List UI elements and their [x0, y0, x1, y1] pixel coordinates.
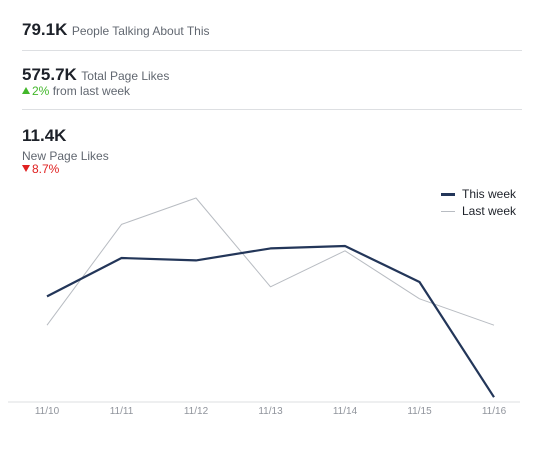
delta-suffix: from last week: [52, 84, 131, 98]
stat-value: 575.7K: [22, 65, 77, 84]
stat-label: New Page Likes: [22, 149, 109, 163]
legend-item-this-week: This week: [441, 186, 516, 202]
stat-people-talking: 79.1K People Talking About This: [22, 0, 522, 50]
arrow-up-icon: [22, 87, 30, 94]
x-tick-label: 11/12: [184, 406, 209, 417]
stat-delta: 2% from last week: [22, 84, 130, 98]
stat-value: 11.4K: [22, 126, 67, 145]
legend-swatch: [441, 192, 455, 196]
chart-legend: This week Last week: [441, 186, 516, 220]
x-tick-label: 11/14: [333, 406, 358, 417]
delta-percent: 8.7%: [32, 162, 60, 176]
series-line-last-week: [46, 197, 495, 326]
delta-percent: 2%: [32, 84, 50, 98]
stat-new-page-likes: 11.4K New Page Likes 8.7%: [22, 109, 522, 180]
stat-label: People Talking About This: [71, 24, 210, 38]
legend-label: Last week: [462, 204, 517, 218]
stat-label: Total Page Likes: [81, 69, 170, 83]
series-line-this-week: [46, 244, 495, 398]
stat-value: 79.1K: [22, 20, 68, 39]
x-tick-label: 11/13: [258, 406, 283, 417]
arrow-down-icon: [22, 165, 30, 172]
x-tick-label: 11/10: [35, 406, 60, 417]
stat-total-page-likes: 575.7K Total Page Likes 2% from last wee…: [22, 50, 522, 109]
x-tick-label: 11/15: [407, 406, 432, 417]
stats-panel: 79.1K People Talking About This 575.7K T…: [22, 0, 522, 180]
legend-item-last-week: Last week: [441, 203, 516, 219]
x-tick-label: 11/16: [482, 406, 507, 417]
legend-label: This week: [462, 187, 517, 201]
stat-delta: 8.7%: [22, 162, 59, 176]
legend-swatch: [441, 210, 455, 212]
x-tick-label: 11/11: [110, 406, 134, 417]
